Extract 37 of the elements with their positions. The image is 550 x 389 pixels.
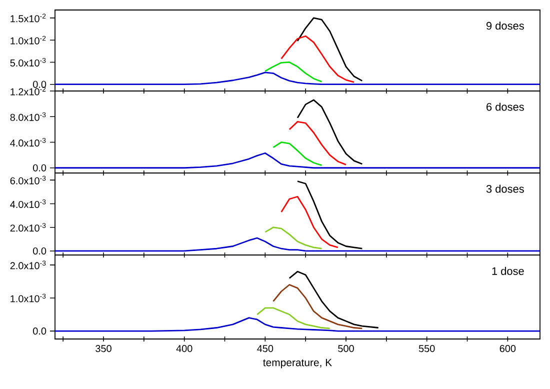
line-series	[272, 142, 322, 166]
annotation: 6 doses	[486, 102, 524, 111]
x-tick-label: 350	[96, 345, 112, 352]
line-series	[296, 17, 363, 82]
y-tick-label: 0.0	[33, 247, 46, 255]
y-tick-label: 0.0	[33, 328, 46, 335]
line-series	[264, 62, 322, 82]
line-series	[264, 226, 322, 250]
annotation: 3 doses	[486, 184, 524, 193]
x-tick-label: 500	[338, 345, 354, 352]
y-tick-label: 6.0x10$^{-3}$	[10, 176, 46, 184]
x-tick-label: 600	[500, 345, 516, 352]
x-tick-label: 550	[418, 345, 435, 352]
x-axis-title: temperature, K	[263, 358, 332, 368]
y-tick-label: 1.5x10$^{-2}$	[10, 14, 46, 22]
x-tick-label: 450	[257, 345, 274, 352]
y-tick-label: 4.0x10$^{-3}$	[10, 199, 46, 208]
line-series	[296, 99, 363, 165]
y-tick-label: 2.0x10$^{-3}$	[10, 223, 46, 232]
y-tick-label: 2.0x10$^{-3}$	[10, 260, 46, 270]
line-series	[256, 307, 331, 330]
line-series	[296, 180, 363, 250]
annotation: 9 doses	[486, 22, 524, 30]
y-tick-label: 1.0x10$^{-2}$	[10, 36, 46, 44]
y-tick-label: 0.0	[33, 164, 46, 172]
y-tick-label: 4.0x10$^{-3}$	[10, 138, 46, 147]
y-tick-label: 0.0	[33, 80, 46, 88]
y-tick-label: 1.0x10$^{-3}$	[10, 294, 46, 302]
line-series	[280, 35, 355, 83]
line-series	[280, 196, 339, 248]
line-series	[288, 121, 347, 166]
line-series	[288, 270, 380, 328]
y-tick-label: 8.0x10$^{-3}$	[10, 112, 46, 121]
y-tick-label: 5.0x10$^{-3}$	[10, 58, 46, 67]
x-tick-label: 400	[176, 345, 192, 352]
annotation: 1 dose	[492, 266, 524, 275]
y-tick-label: 1.2x10$^{-2}$	[10, 86, 46, 96]
